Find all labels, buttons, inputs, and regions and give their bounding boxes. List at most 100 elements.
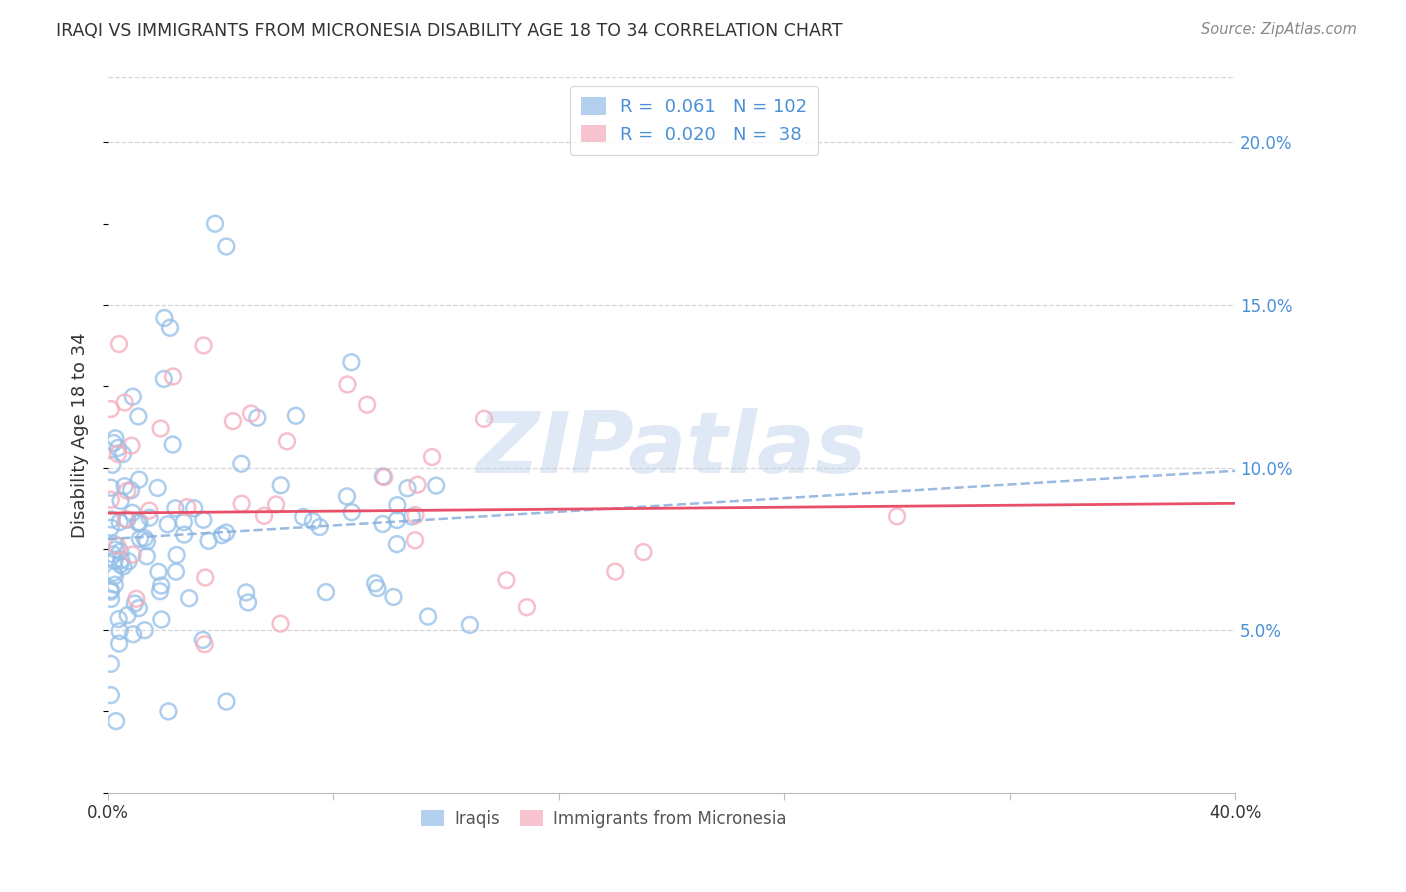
Point bbox=[114, 512, 136, 526]
Point bbox=[336, 377, 359, 392]
Point bbox=[197, 533, 219, 548]
Point bbox=[308, 520, 330, 534]
Point bbox=[235, 585, 257, 599]
Point bbox=[211, 528, 233, 542]
Point bbox=[236, 595, 259, 609]
Point bbox=[134, 624, 156, 638]
Point bbox=[121, 390, 143, 404]
Point bbox=[103, 436, 125, 450]
Point bbox=[138, 510, 160, 524]
Point bbox=[222, 414, 245, 428]
Point bbox=[633, 545, 655, 559]
Point bbox=[240, 407, 263, 421]
Point bbox=[121, 506, 143, 520]
Point bbox=[166, 548, 188, 562]
Point bbox=[401, 509, 423, 524]
Point bbox=[183, 501, 205, 516]
Point bbox=[149, 584, 172, 599]
Point bbox=[356, 398, 378, 412]
Point bbox=[108, 337, 131, 351]
Point bbox=[165, 501, 187, 516]
Point bbox=[231, 497, 253, 511]
Point bbox=[231, 457, 253, 471]
Point bbox=[179, 591, 201, 606]
Point bbox=[114, 479, 136, 493]
Point bbox=[315, 585, 337, 599]
Point bbox=[396, 481, 419, 495]
Legend: Iraqis, Immigrants from Micronesia: Iraqis, Immigrants from Micronesia bbox=[415, 803, 793, 834]
Point bbox=[127, 516, 149, 530]
Point bbox=[105, 714, 128, 728]
Point bbox=[340, 355, 363, 369]
Point bbox=[276, 434, 298, 449]
Point bbox=[336, 489, 359, 503]
Point bbox=[148, 565, 170, 579]
Point bbox=[371, 469, 394, 483]
Point bbox=[406, 477, 429, 491]
Point bbox=[108, 515, 131, 529]
Point bbox=[253, 508, 276, 523]
Point bbox=[302, 514, 325, 528]
Point bbox=[100, 492, 122, 507]
Point bbox=[159, 320, 181, 334]
Point bbox=[385, 537, 408, 551]
Point bbox=[156, 517, 179, 532]
Point bbox=[215, 695, 238, 709]
Point bbox=[173, 527, 195, 541]
Point bbox=[340, 505, 363, 519]
Point bbox=[100, 512, 122, 526]
Point bbox=[149, 421, 172, 435]
Point bbox=[134, 531, 156, 545]
Point bbox=[176, 500, 198, 515]
Point bbox=[101, 547, 124, 561]
Text: Source: ZipAtlas.com: Source: ZipAtlas.com bbox=[1201, 22, 1357, 37]
Point bbox=[292, 509, 315, 524]
Point bbox=[104, 431, 127, 445]
Point bbox=[458, 618, 481, 632]
Point bbox=[264, 498, 287, 512]
Point bbox=[146, 481, 169, 495]
Point bbox=[157, 705, 180, 719]
Point bbox=[114, 395, 136, 409]
Text: IRAQI VS IMMIGRANTS FROM MICRONESIA DISABILITY AGE 18 TO 34 CORRELATION CHART: IRAQI VS IMMIGRANTS FROM MICRONESIA DISA… bbox=[56, 22, 842, 40]
Point bbox=[100, 688, 122, 702]
Point bbox=[124, 597, 146, 611]
Point bbox=[104, 542, 127, 557]
Point bbox=[101, 458, 124, 472]
Point bbox=[246, 410, 269, 425]
Point bbox=[150, 613, 173, 627]
Point bbox=[125, 591, 148, 606]
Point bbox=[108, 624, 131, 639]
Point bbox=[191, 632, 214, 647]
Point bbox=[364, 576, 387, 591]
Point bbox=[127, 409, 149, 424]
Point bbox=[128, 473, 150, 487]
Point bbox=[495, 573, 517, 587]
Point bbox=[162, 437, 184, 451]
Point bbox=[100, 591, 122, 606]
Point bbox=[150, 578, 173, 592]
Point bbox=[138, 503, 160, 517]
Point bbox=[120, 439, 142, 453]
Point bbox=[104, 578, 127, 592]
Point bbox=[112, 559, 135, 574]
Point bbox=[284, 409, 307, 423]
Point bbox=[387, 498, 409, 512]
Point bbox=[193, 338, 215, 352]
Point bbox=[128, 516, 150, 530]
Point bbox=[110, 553, 132, 567]
Point bbox=[100, 402, 122, 417]
Point bbox=[110, 544, 132, 558]
Point bbox=[117, 554, 139, 568]
Point bbox=[128, 601, 150, 615]
Point bbox=[165, 565, 187, 579]
Point bbox=[110, 558, 132, 572]
Point bbox=[100, 584, 122, 599]
Point bbox=[108, 637, 131, 651]
Point bbox=[371, 516, 394, 531]
Point bbox=[153, 311, 176, 326]
Point bbox=[404, 508, 426, 523]
Point bbox=[194, 637, 217, 651]
Point bbox=[136, 534, 159, 549]
Y-axis label: Disability Age 18 to 34: Disability Age 18 to 34 bbox=[72, 332, 89, 538]
